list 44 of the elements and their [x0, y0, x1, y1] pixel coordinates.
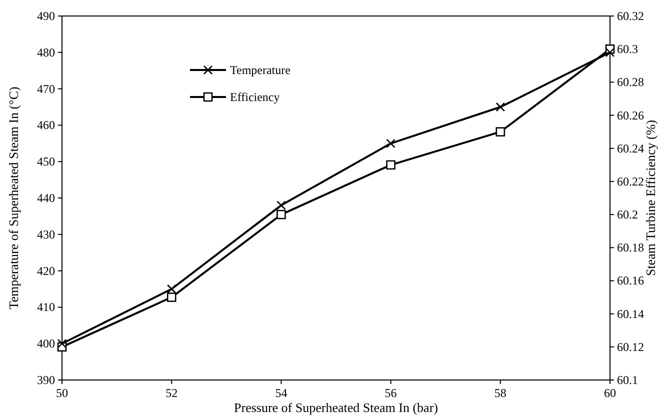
y-tick-label: 450: [37, 154, 55, 169]
x-tick-label: 54: [275, 386, 288, 400]
y2-tick-label: 60.22: [617, 174, 644, 188]
x-axis-title: Pressure of Superheated Steam In (bar): [234, 400, 438, 415]
y2-tick-label: 60.24: [617, 141, 644, 156]
point: [496, 127, 506, 136]
y2-axis-title: Steam Turbine Efficiency (%): [643, 120, 658, 276]
y-tick-label: 430: [37, 227, 55, 242]
point: [496, 102, 506, 112]
x-tick-label: 52: [166, 386, 178, 400]
y-tick-label: 480: [37, 45, 55, 60]
y2-tick-label: 60.18: [617, 240, 644, 255]
y2-tick-label: 60.32: [617, 9, 644, 23]
y2-tick-label: 60.16: [617, 274, 644, 288]
y-axis-title: Temperature of Superheated Steam In (°C): [6, 86, 21, 310]
legend-label: Temperature: [230, 63, 290, 77]
point: [605, 48, 615, 58]
y2-tick-label: 60.1: [617, 373, 638, 387]
y-tick-label: 490: [37, 9, 55, 23]
point: [386, 160, 396, 170]
y-tick-label: 410: [37, 300, 55, 314]
y-tick-label: 400: [37, 336, 55, 351]
y2-tick-label: 60.12: [617, 340, 644, 354]
point: [166, 284, 176, 294]
x-tick-label: 56: [384, 386, 397, 400]
point: [276, 200, 286, 210]
x-tick-label: 58: [494, 386, 506, 400]
y2-tick-label: 60.2: [617, 208, 638, 222]
x-tick-label: 60: [604, 386, 616, 400]
y2-tick-label: 60.3: [617, 42, 638, 56]
legend-label: Efficiency: [230, 90, 280, 104]
point: [276, 210, 286, 220]
y-tick-label: 470: [37, 82, 55, 96]
y2-tick-label: 60.26: [617, 108, 644, 122]
y2-tick-label: 60.14: [617, 306, 644, 321]
point: [57, 338, 67, 348]
y-tick-label: 460: [37, 118, 55, 132]
y-tick-label: 440: [37, 191, 55, 205]
point: [386, 138, 396, 148]
y-tick-label: 390: [37, 373, 55, 387]
y2-tick-label: 60.28: [617, 75, 644, 90]
point: [166, 292, 176, 302]
y-tick-label: 420: [37, 264, 55, 278]
x-tick-label: 50: [56, 386, 68, 400]
